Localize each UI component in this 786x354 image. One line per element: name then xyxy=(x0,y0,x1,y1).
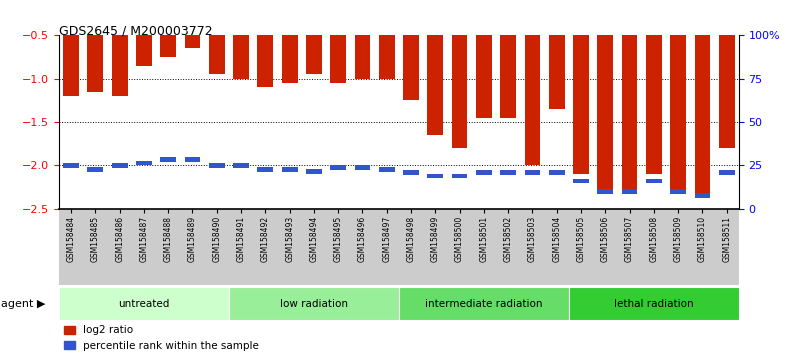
Bar xyxy=(403,170,419,175)
Bar xyxy=(136,0,152,66)
Bar xyxy=(549,0,564,109)
Bar xyxy=(597,0,613,192)
Bar xyxy=(160,0,176,57)
Bar xyxy=(306,169,321,174)
Bar xyxy=(233,0,249,79)
Bar xyxy=(136,160,152,165)
Bar xyxy=(428,0,443,135)
Bar xyxy=(622,189,637,194)
Bar xyxy=(719,0,735,148)
Bar xyxy=(524,0,540,166)
Legend: log2 ratio, percentile rank within the sample: log2 ratio, percentile rank within the s… xyxy=(64,325,259,350)
Bar xyxy=(428,173,443,178)
Bar xyxy=(719,170,735,175)
Bar xyxy=(622,0,637,192)
Bar xyxy=(597,189,613,194)
Text: GDS2645 / M200003772: GDS2645 / M200003772 xyxy=(59,25,212,38)
Bar xyxy=(185,157,200,162)
Bar xyxy=(306,0,321,74)
Bar xyxy=(646,179,662,183)
Text: intermediate radiation: intermediate radiation xyxy=(425,298,542,309)
Bar xyxy=(185,0,200,48)
Bar xyxy=(500,170,516,175)
Bar xyxy=(452,173,468,178)
Bar xyxy=(63,0,79,96)
Bar xyxy=(379,167,395,172)
Bar xyxy=(379,0,395,79)
Bar xyxy=(524,170,540,175)
Bar xyxy=(281,0,298,83)
Bar xyxy=(403,0,419,101)
Bar xyxy=(229,287,399,320)
Bar xyxy=(112,163,127,168)
Bar xyxy=(330,0,346,83)
Bar xyxy=(670,189,686,194)
Bar xyxy=(670,0,686,192)
Bar xyxy=(500,0,516,118)
Bar xyxy=(87,0,103,92)
Bar xyxy=(476,170,492,175)
Bar xyxy=(258,167,274,172)
Bar xyxy=(258,0,274,87)
Bar xyxy=(695,0,711,196)
Bar xyxy=(452,0,468,148)
Text: lethal radiation: lethal radiation xyxy=(614,298,694,309)
Bar xyxy=(476,0,492,118)
Text: untreated: untreated xyxy=(118,298,170,309)
Bar xyxy=(160,157,176,162)
Bar xyxy=(573,179,589,183)
Bar xyxy=(569,287,739,320)
Bar xyxy=(63,163,79,168)
Bar xyxy=(59,287,229,320)
Bar xyxy=(646,0,662,174)
Bar xyxy=(233,163,249,168)
Bar xyxy=(354,165,370,170)
Bar xyxy=(549,170,564,175)
Bar xyxy=(209,0,225,74)
Bar xyxy=(695,194,711,198)
Bar xyxy=(399,287,569,320)
Bar xyxy=(112,0,127,96)
Bar xyxy=(281,167,298,172)
Text: agent ▶: agent ▶ xyxy=(1,298,45,309)
Bar xyxy=(354,0,370,79)
Bar xyxy=(330,165,346,170)
Text: low radiation: low radiation xyxy=(280,298,348,309)
Bar xyxy=(87,167,103,172)
Bar xyxy=(209,163,225,168)
Bar xyxy=(573,0,589,174)
